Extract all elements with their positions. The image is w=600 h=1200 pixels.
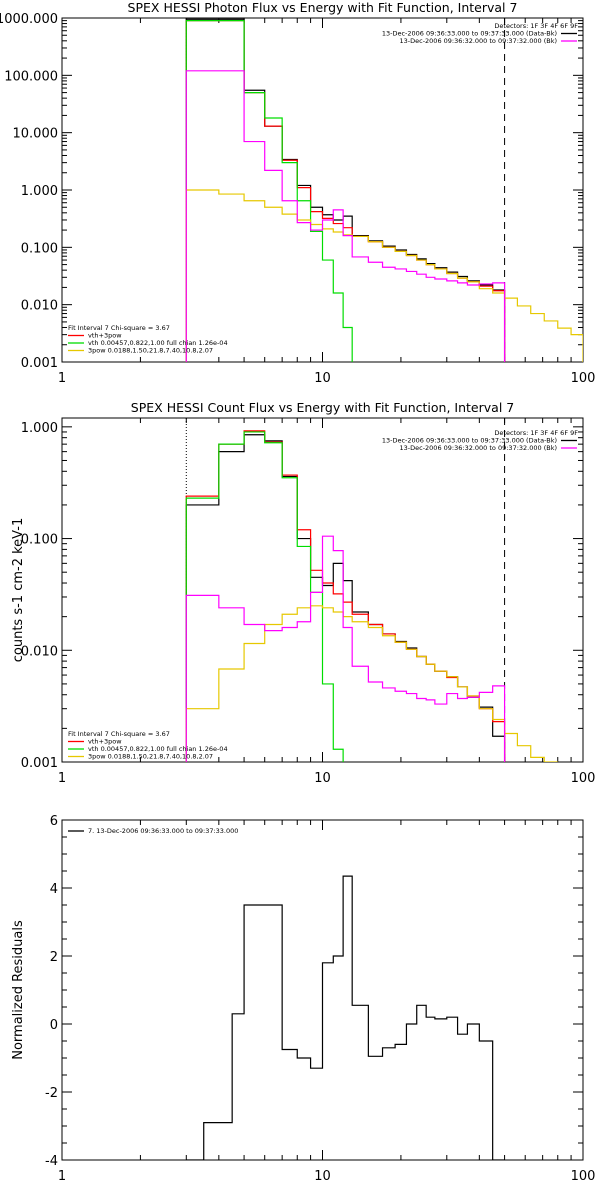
series-residuals-line — [186, 875, 505, 1160]
x-tick-label: 10 — [314, 371, 331, 386]
chart-title: SPEX HESSI Photon Flux vs Energy with Fi… — [128, 0, 518, 15]
legend-label: 7. 13-Dec-2006 09:36:33.000 to 09:37:33.… — [88, 827, 238, 835]
y-tick-label: 6 — [50, 814, 58, 829]
series-3pow-line — [185, 605, 558, 762]
x-tick-label: 1 — [58, 771, 66, 786]
y-tick-label: 2 — [50, 950, 58, 965]
photon-flux-panel: SPEX HESSI Photon Flux vs Energy with Fi… — [0, 0, 595, 386]
x-tick-label: 10 — [314, 771, 331, 786]
legend-title: Fit Interval 7 Chi-square = 3.67 — [68, 324, 170, 332]
y-tick-label: 4 — [50, 882, 58, 897]
series-group — [185, 18, 583, 362]
y-axis-label: Normalized Residuals — [11, 920, 26, 1060]
info-line: Detectors: 1F 3F 4F 6F 9F — [494, 22, 578, 30]
series-group — [186, 875, 505, 1160]
series-3pow-line — [185, 189, 583, 362]
y-tick-label: -4 — [45, 1154, 58, 1169]
count-flux-panel: SPEX HESSI Count Flux vs Energy with Fit… — [11, 400, 595, 786]
legend-label: 3pow 0.0188,1.50,21.8,7.40,10.8,2.07 — [88, 347, 213, 355]
legend-label: vth 0.00457,0.822,1.00 full chian 1.26e-… — [88, 339, 228, 347]
x-tick-label: 10 — [314, 1169, 331, 1184]
y-tick-label: 0 — [50, 1018, 58, 1033]
info-line: Detectors: 1F 3F 4F 6F 9F — [494, 429, 578, 437]
legend-title: Fit Interval 7 Chi-square = 3.67 — [68, 730, 170, 738]
y-tick-label: 1.000 — [21, 184, 58, 199]
x-tick-label: 100 — [571, 771, 596, 786]
legend-label: vth 0.00457,0.822,1.00 full chian 1.26e-… — [88, 745, 228, 753]
series-vth-line — [185, 20, 353, 362]
y-tick-label: 0.001 — [21, 756, 58, 771]
series-vth-line — [185, 431, 344, 762]
y-tick-label: 100.000 — [4, 69, 58, 84]
legend-label: vth+3pow — [88, 332, 122, 340]
x-tick-label: 100 — [571, 371, 596, 386]
y-tick-label: 0.100 — [21, 241, 58, 256]
series-vth-3pow-line — [185, 430, 506, 762]
info-line: 13-Dec-2006 09:36:33.000 to 09:37:33.000… — [382, 30, 557, 38]
residuals-panel: 1 10 100 -4 -2 0 2 4 6 Normalized Residuals 7. 13-… — [11, 814, 595, 1184]
y-tick-label: 1000.000 — [0, 12, 58, 27]
y-tick-label: 10.000 — [13, 127, 59, 142]
series-bk-line — [185, 70, 506, 362]
y-tick-label: 0.010 — [21, 299, 58, 314]
series-bk-line — [185, 535, 506, 762]
series-data-bk-line — [185, 434, 506, 762]
y-tick-label: 0.001 — [21, 356, 58, 371]
x-tick-label: 1 — [58, 371, 66, 386]
y-tick-label: 1.000 — [21, 421, 58, 436]
info-line: 13-Dec-2006 09:36:32.000 to 09:37:32.000… — [400, 444, 558, 452]
y-tick-label: 0.010 — [21, 644, 58, 659]
x-tick-label: 100 — [571, 1169, 596, 1184]
info-line: 13-Dec-2006 09:36:32.000 to 09:37:32.000… — [400, 37, 558, 45]
series-group — [185, 430, 558, 762]
y-tick-label: -2 — [45, 1086, 58, 1101]
y-axis-label: counts s-1 cm-2 keV-1 — [11, 518, 26, 663]
legend-label: 3pow 0.0188,1.50,21.8,7.40,10.8,2.07 — [88, 753, 213, 761]
x-tick-label: 1 — [58, 1169, 66, 1184]
chart-title: SPEX HESSI Count Flux vs Energy with Fit… — [131, 400, 514, 415]
info-line: 13-Dec-2006 09:36:33.000 to 09:37:33.000… — [382, 437, 557, 445]
legend-label: vth+3pow — [88, 738, 122, 746]
y-tick-label: 0.100 — [21, 533, 58, 548]
series-vth-3pow-line — [185, 20, 506, 362]
